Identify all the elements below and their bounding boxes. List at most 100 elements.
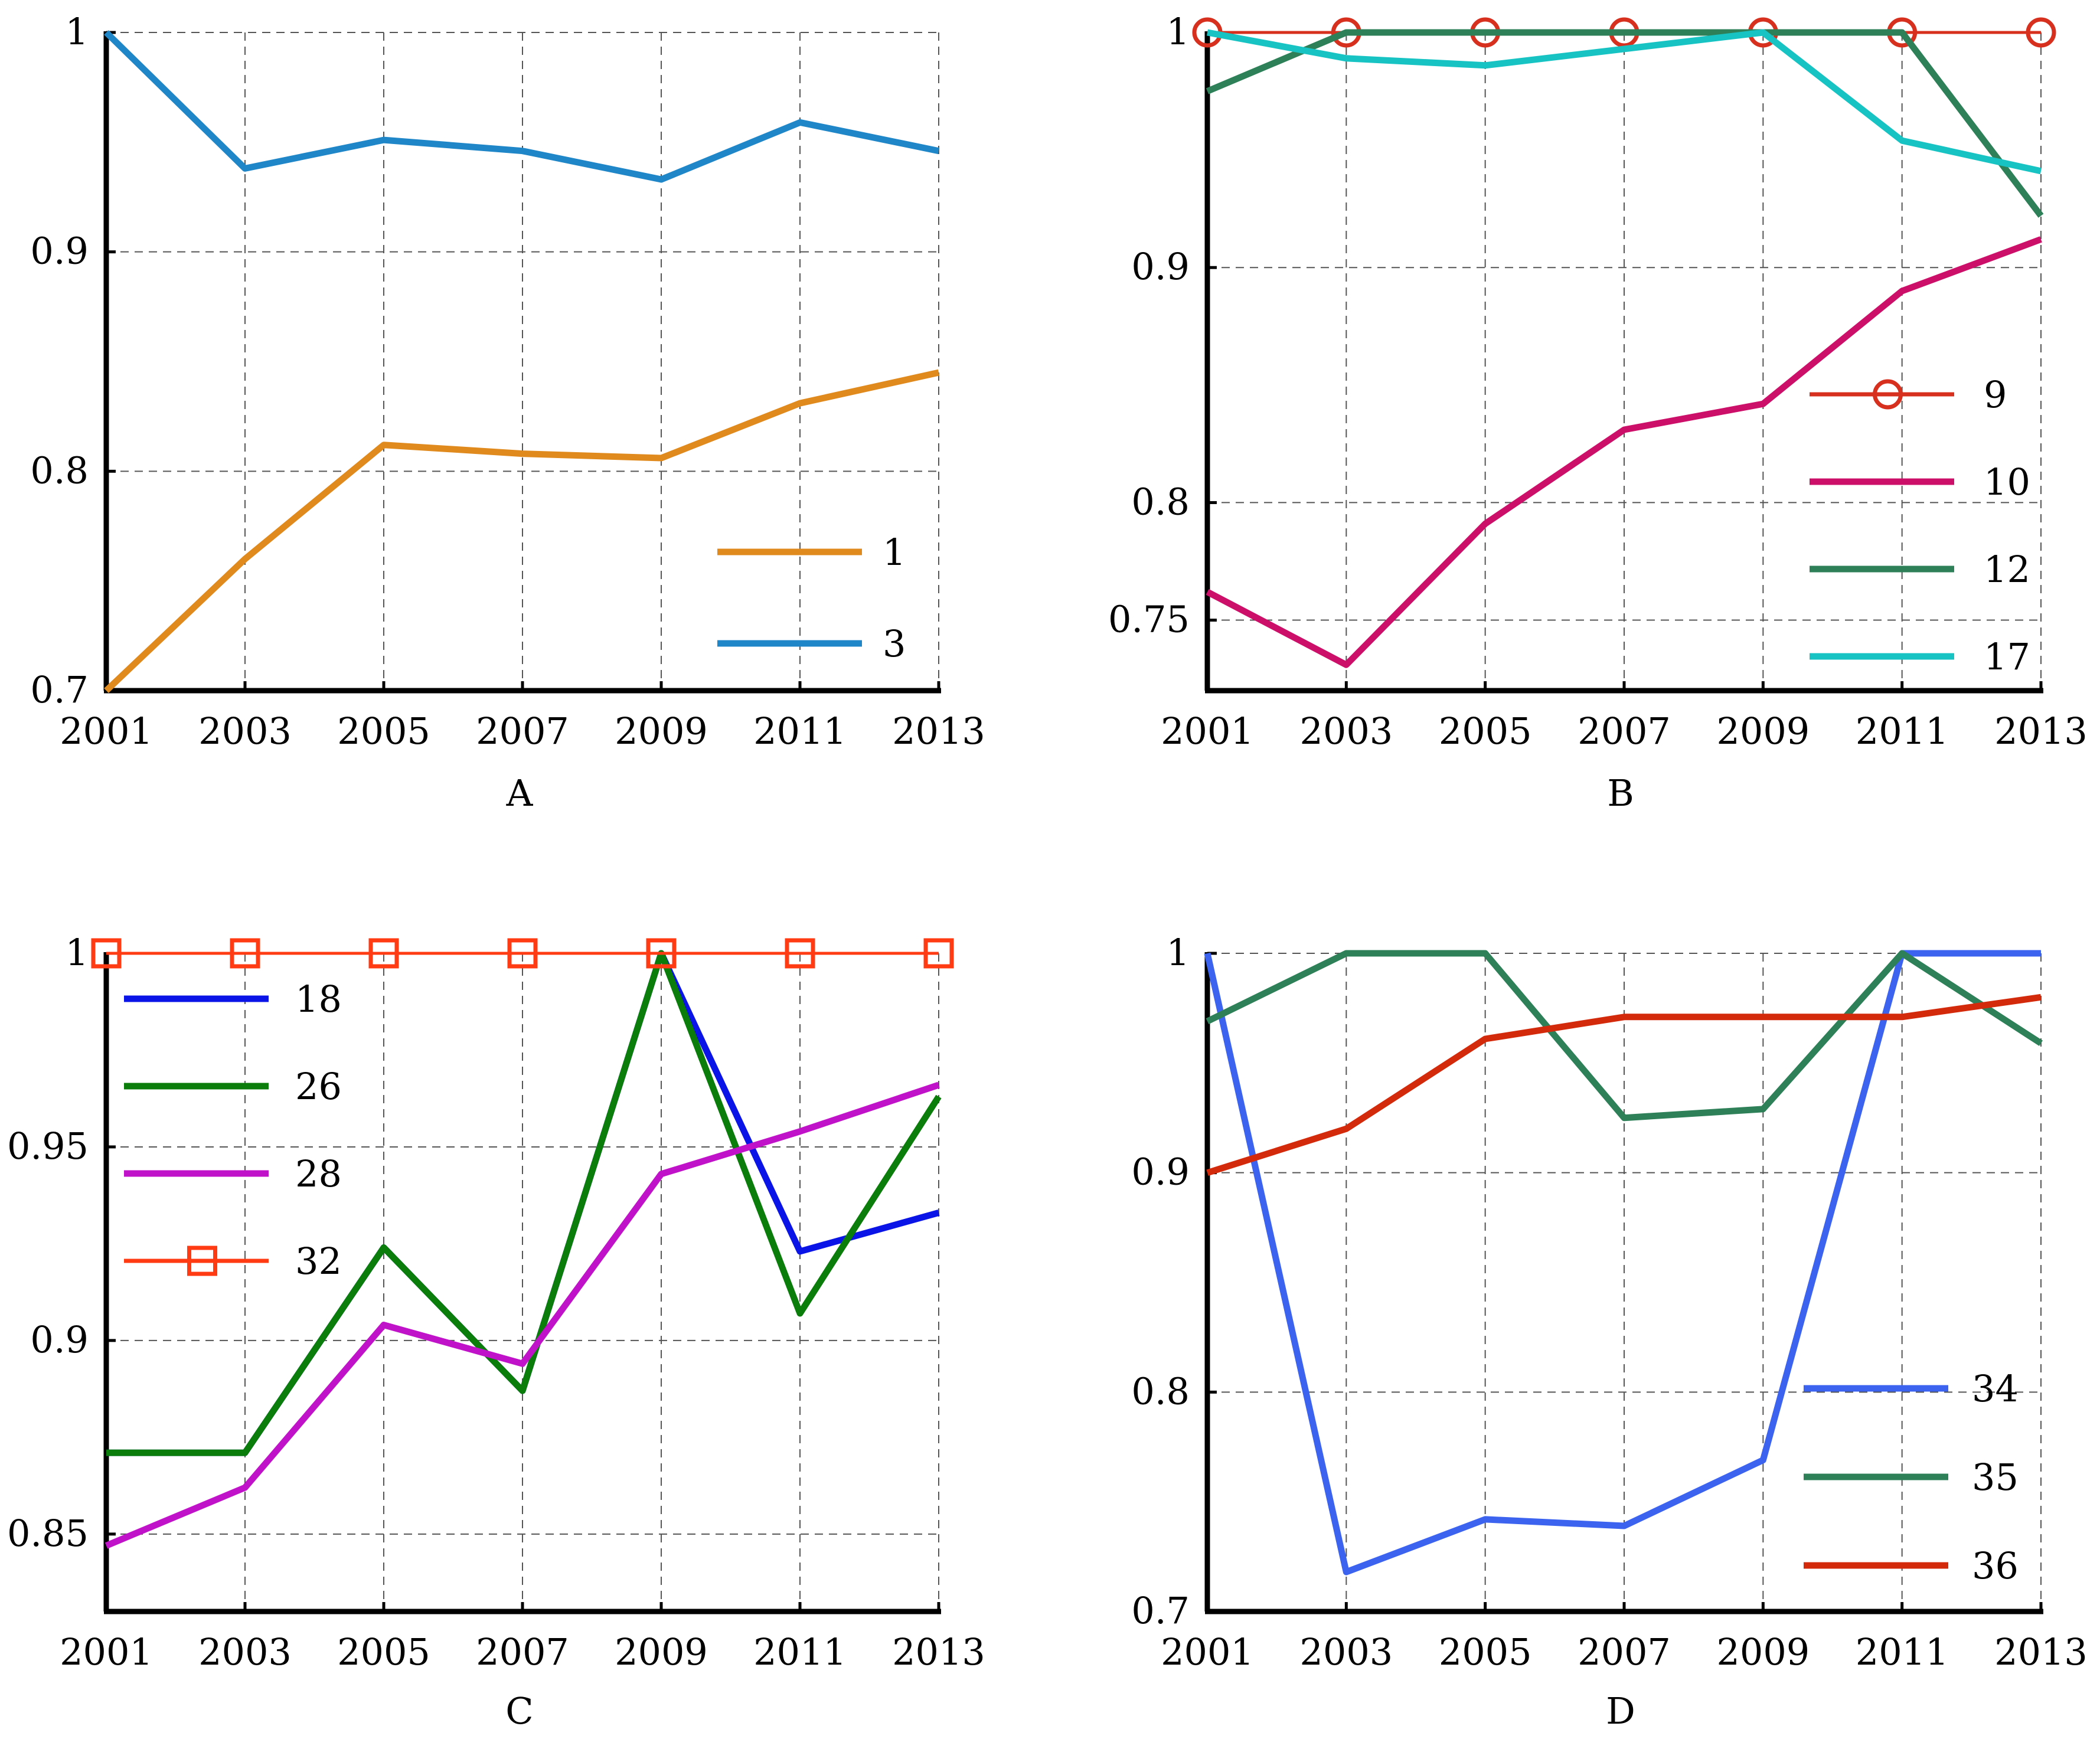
x-tick-label: 2005 — [337, 1630, 430, 1673]
x-tick-label: 2011 — [753, 1630, 847, 1673]
series-line — [104, 369, 940, 693]
panel-label: A — [506, 772, 534, 815]
series-line — [104, 1081, 940, 1549]
x-tick-label: 2009 — [1716, 710, 1810, 753]
y-tick-label: 0.9 — [1131, 245, 1190, 288]
series-line — [1206, 29, 2044, 218]
legend-label: 3 — [883, 622, 906, 665]
legend-label: 26 — [295, 1065, 342, 1108]
legend-marker — [1873, 379, 1903, 410]
series-line — [1206, 993, 2042, 1176]
x-tick-label: 2013 — [892, 710, 985, 753]
x-tick-label: 2001 — [1161, 710, 1254, 753]
legend-item: 9 — [1810, 373, 2007, 416]
x-tick-label: 2001 — [60, 710, 153, 753]
x-tick-label: 2011 — [753, 710, 847, 753]
legend-item: 34 — [1804, 1367, 2019, 1410]
legend-item: 18 — [124, 978, 342, 1021]
y-tick-label: 0.9 — [30, 1318, 89, 1361]
data-point-marker — [507, 938, 538, 969]
y-tick-label: 1 — [1167, 931, 1190, 974]
legend-item: 36 — [1804, 1544, 2019, 1587]
legend-label: 18 — [295, 978, 342, 1021]
data-point-marker — [91, 938, 122, 969]
x-tick-label: 2009 — [615, 710, 708, 753]
x-tick-label: 2013 — [1994, 1630, 2088, 1673]
x-tick-label: 2009 — [615, 1630, 708, 1673]
series-35 — [1206, 950, 2043, 1122]
panel-label: D — [1606, 1689, 1635, 1733]
y-tick-label: 0.7 — [30, 668, 89, 711]
series-line — [106, 950, 942, 1456]
series-10 — [1206, 236, 2042, 668]
x-tick-label: 2005 — [1439, 1630, 1532, 1673]
y-tick-label: 0.8 — [1131, 1369, 1190, 1413]
x-tick-label: 2003 — [198, 710, 292, 753]
x-tick-label: 2001 — [60, 1630, 153, 1673]
panel-b: 2001 2003 2005 2007 2009 2011 2013 0.75 0.8 0.9 1 B… — [1108, 10, 2088, 815]
legend-item: 35 — [1804, 1456, 2019, 1499]
x-tick-label: 2013 — [1994, 710, 2088, 753]
legend-item: 1 — [717, 531, 906, 574]
y-tick-label: 0.7 — [1131, 1589, 1190, 1632]
y-tick-label: 0.8 — [1131, 480, 1190, 523]
series-line — [1206, 236, 2042, 668]
legend-item: 3 — [717, 622, 906, 665]
legend-label: 36 — [1972, 1544, 2019, 1587]
series-17 — [1206, 29, 2042, 175]
y-tick-label: 1 — [66, 931, 89, 974]
panel-c: 2001 2003 2005 2007 2009 2011 2013 0.85 0.9 0.95 1… — [7, 931, 985, 1733]
x-tick-label: 2005 — [1439, 710, 1532, 753]
data-point-marker — [923, 938, 954, 969]
legend-item: 32 — [124, 1240, 342, 1283]
series-3 — [104, 30, 940, 183]
data-point-marker — [368, 938, 399, 969]
y-tick-label: 0.9 — [1131, 1150, 1190, 1194]
legend-marker — [187, 1246, 217, 1276]
panel-label: C — [505, 1689, 533, 1733]
panel-label: B — [1607, 772, 1634, 815]
x-tick-label: 2003 — [1299, 710, 1393, 753]
series-line — [1206, 29, 2042, 175]
legend-item: 17 — [1810, 635, 2030, 678]
x-tick-label: 2011 — [1856, 710, 1949, 753]
data-point-marker — [646, 938, 677, 969]
y-tick-label: 0.75 — [1108, 598, 1190, 641]
x-tick-label: 2007 — [476, 1630, 569, 1673]
panel-d: 2001 2003 2005 2007 2009 2011 2013 0.7 0.8 0.9 1 D 3… — [1131, 931, 2088, 1733]
x-tick-label: 2003 — [1299, 1630, 1393, 1673]
y-tick-label: 0.9 — [30, 230, 89, 273]
x-tick-label: 2001 — [1161, 1630, 1254, 1673]
x-tick-label: 2003 — [198, 1630, 292, 1673]
x-tick-label: 2007 — [1578, 1630, 1671, 1673]
x-tick-label: 2007 — [476, 710, 569, 753]
y-tick-label: 0.85 — [7, 1512, 89, 1555]
data-point-marker — [2026, 17, 2056, 48]
legend-label: 12 — [1984, 548, 2030, 591]
legend-label: 10 — [1984, 460, 2030, 504]
series-12 — [1206, 29, 2044, 218]
x-tick-label: 2013 — [892, 1630, 985, 1673]
series-28 — [104, 1081, 940, 1549]
y-tick-label: 1 — [1167, 10, 1190, 53]
series-32 — [91, 938, 954, 969]
series-1 — [104, 369, 940, 693]
legend-label: 28 — [295, 1152, 342, 1195]
panel-a: 2001 2003 2005 2007 2009 2011 2013 0.7 0.8 0.9 1 A 1… — [30, 10, 985, 815]
legend-item: 26 — [124, 1065, 342, 1108]
series-line — [104, 30, 940, 183]
y-tick-label: 0.95 — [7, 1125, 89, 1168]
x-tick-label: 2009 — [1716, 1630, 1810, 1673]
legend-item: 28 — [124, 1152, 342, 1195]
legend-label: 32 — [295, 1240, 342, 1283]
data-point-marker — [785, 938, 815, 969]
legend-item: 12 — [1810, 548, 2030, 591]
x-tick-label: 2007 — [1578, 710, 1671, 753]
series-26 — [106, 950, 942, 1456]
legend-label: 34 — [1972, 1367, 2019, 1410]
legend-item: 10 — [1810, 460, 2030, 504]
y-tick-label: 1 — [66, 10, 89, 53]
legend-label: 9 — [1984, 373, 2007, 416]
legend-label: 17 — [1984, 635, 2030, 678]
